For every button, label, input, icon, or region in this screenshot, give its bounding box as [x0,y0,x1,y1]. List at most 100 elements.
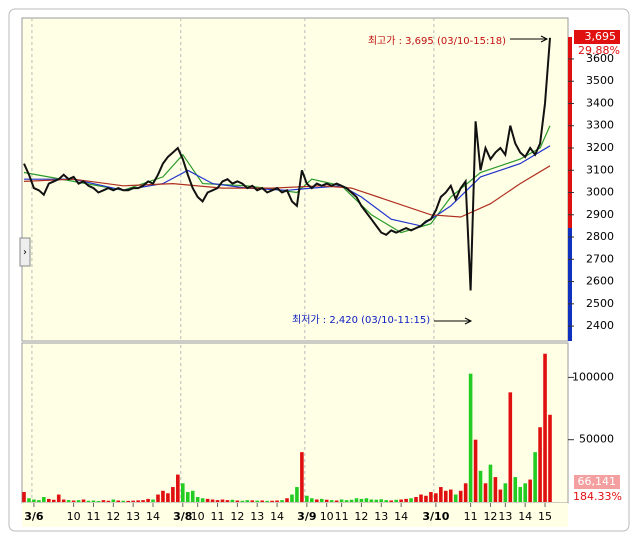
volume-bar [448,489,453,502]
low-arrowhead [464,317,473,325]
volume-bar [349,499,354,502]
x-tick-label: 3/8 [173,510,192,523]
volume-bar [334,500,339,502]
volume-bar [22,492,26,502]
volume-bar [37,500,41,502]
volume-bar [439,487,443,502]
x-tick-label: 3/10 [422,510,449,523]
y-tick-label: 2800 [586,230,614,243]
volume-bar [176,474,180,502]
y-tick-label: 100000 [572,370,614,383]
volume-bar [121,500,126,502]
x-tick-label: 13 [250,510,264,523]
volume-bar [508,392,513,502]
current-price: 3,695 [585,30,617,43]
volume-bar [235,500,240,502]
volume-bar [215,500,220,502]
y-tick-label: 2500 [586,297,614,310]
volume-bar [424,495,428,502]
y-tick-label: 3200 [586,141,614,154]
x-tick-label: 14 [518,510,532,523]
volume-bar [458,490,463,502]
volume-bar [275,500,279,502]
volume-bar [543,353,547,502]
price-change: 29.88% [578,44,620,57]
volume-bar [498,489,503,502]
volume-bar [468,373,473,502]
x-tick-label: 13 [498,510,512,523]
y-tick-label: 2700 [586,252,614,265]
volume-bar [161,490,165,502]
volume-bar [200,498,205,502]
x-tick-label: 15 [538,510,552,523]
volume-bar [66,500,71,502]
x-tick-label: 14 [146,510,160,523]
volume-bar [453,494,458,502]
volume-change: 184.33% [573,490,622,503]
volume-bar [255,500,260,502]
volume-bar [310,498,314,502]
x-tick-label: 13 [126,510,140,523]
volume-bar [27,498,31,502]
volume-bar [166,493,170,502]
y-tick-label: 3000 [586,186,614,199]
x-tick-label: 14 [270,510,284,523]
volume-bar [71,500,76,502]
volume-bar [290,494,294,502]
y-tick-label: 3300 [586,119,614,132]
y-tick-label: 3400 [586,96,614,109]
volume-panel [21,342,569,504]
x-tick-label: 10 [320,510,334,523]
volume-bar [280,500,284,502]
volume-bar [190,490,195,502]
volume-bar [399,499,403,502]
volume-bar [374,499,379,502]
volume-bar [136,500,140,502]
volume-bar [51,499,56,502]
x-tick-label: 12 [230,510,244,523]
volume-bar [210,499,215,502]
price-panel [21,17,569,342]
volume-bar [513,477,518,502]
current-volume: 66,141 [578,475,617,488]
volume-bar [300,452,304,502]
y-tick-label: 50000 [579,433,614,446]
volume-bar [419,494,423,502]
volume-bar [171,487,175,502]
volume-bar [414,497,418,502]
x-tick-label: 10 [191,510,205,523]
volume-bar [61,499,66,502]
y-tick-label: 3500 [586,74,614,87]
volume-bar [156,494,160,502]
x-tick-label: 12 [483,510,497,523]
volume-bar [523,483,527,502]
volume-bar [250,500,255,502]
y-tick-label: 2600 [586,275,614,288]
volume-bar [185,492,190,502]
volume-bar [389,500,394,502]
volume-bar [96,501,101,502]
x-tick-label: 11 [86,510,100,523]
volume-bar [76,500,81,502]
volume-bar [339,499,344,502]
volume-bar [180,483,185,502]
volume-bar [126,500,131,502]
volume-bar [151,499,155,502]
volume-bar [528,479,532,502]
volume-bar [81,499,86,502]
volume-bar [329,500,334,502]
x-tick-label: 11 [335,510,349,523]
side-toggle[interactable] [19,237,31,267]
volume-bar [285,498,289,502]
volume-bar [443,490,448,502]
volume-bar [106,500,111,502]
y-tick-label: 3600 [586,52,614,65]
volume-bar [538,427,542,502]
high-annotation: 최고가 : 3,695 (03/10-15:18) [368,35,506,47]
x-tick-label: 10 [67,510,81,523]
volume-bar [384,500,389,502]
x-tick-label: 12 [354,510,368,523]
axis-down-band [568,228,572,341]
x-tick-label: 11 [211,510,225,523]
x-tick-label: 14 [394,510,408,523]
